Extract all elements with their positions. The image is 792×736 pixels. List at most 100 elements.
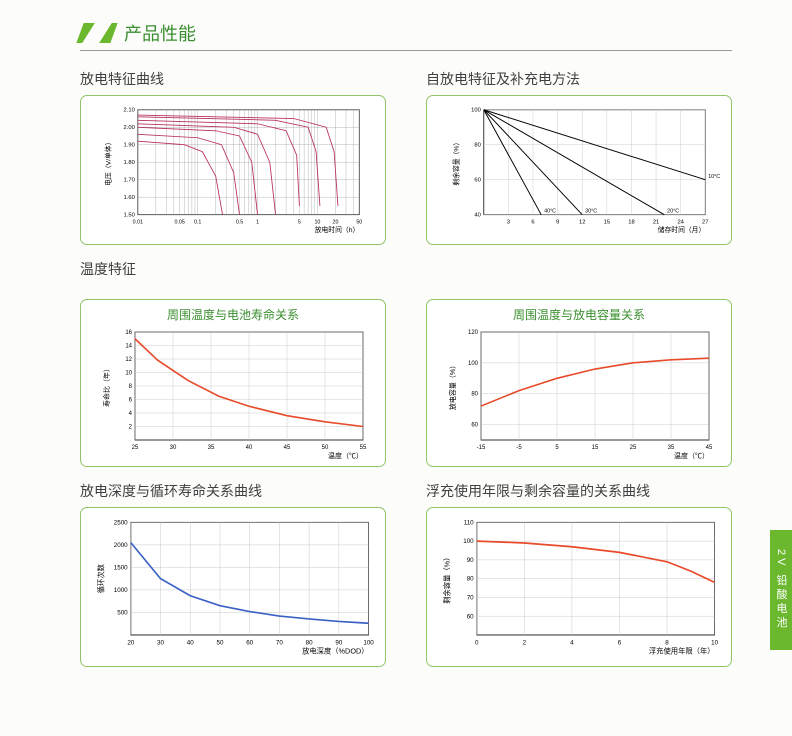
svg-text:1000: 1000 <box>114 587 128 594</box>
svg-text:4: 4 <box>570 639 574 646</box>
header-flag-icon <box>76 23 117 43</box>
svg-text:80: 80 <box>306 639 313 646</box>
svg-text:45: 45 <box>706 445 713 451</box>
svg-text:2.10: 2.10 <box>124 108 135 114</box>
svg-text:60: 60 <box>474 178 480 184</box>
svg-text:储存时间（月）: 储存时间（月） <box>658 225 706 234</box>
svg-text:放电容量（%）: 放电容量（%） <box>448 362 457 410</box>
svg-text:1.50: 1.50 <box>124 213 135 219</box>
svg-text:70: 70 <box>276 639 283 646</box>
svg-text:35: 35 <box>208 445 215 451</box>
svg-text:6: 6 <box>618 639 622 646</box>
svg-text:30°C: 30°C <box>585 209 597 215</box>
svg-text:6: 6 <box>129 398 133 404</box>
svg-text:90: 90 <box>467 557 474 564</box>
svg-text:温度（℃）: 温度（℃） <box>328 451 363 460</box>
svg-text:1.60: 1.60 <box>124 195 135 201</box>
svg-text:80: 80 <box>471 392 478 398</box>
svg-text:5: 5 <box>298 219 301 225</box>
page-title: 产品性能 <box>124 20 196 46</box>
svg-text:60: 60 <box>467 613 474 620</box>
svg-text:10°C: 10°C <box>708 174 720 180</box>
svg-text:2: 2 <box>129 425 133 431</box>
svg-text:15: 15 <box>592 445 599 451</box>
svg-text:10: 10 <box>314 219 320 225</box>
svg-text:100: 100 <box>471 108 481 114</box>
chart1-svg: 0.010.050.10.5151020501.501.601.701.801.… <box>87 102 379 238</box>
svg-text:2000: 2000 <box>114 542 128 549</box>
svg-text:45: 45 <box>284 445 291 451</box>
svg-text:500: 500 <box>117 610 128 617</box>
svg-text:90: 90 <box>335 639 342 646</box>
chart2-title: 自放电特征及补充电方法 <box>426 69 732 89</box>
chart6-title: 浮充使用年限与剩余容量的关系曲线 <box>426 481 732 501</box>
chart2-box: 369121518212427406080100储存时间（月）剩余容量（%）40… <box>426 95 732 245</box>
svg-text:12: 12 <box>579 219 585 225</box>
svg-text:1.70: 1.70 <box>124 178 135 184</box>
svg-text:100: 100 <box>468 361 479 367</box>
svg-text:18: 18 <box>628 219 634 225</box>
chart-grid: 放电特征曲线 0.010.050.10.5151020501.501.601.7… <box>80 69 732 667</box>
chart5-title: 放电深度与循环寿命关系曲线 <box>80 481 386 501</box>
svg-text:5: 5 <box>555 445 559 451</box>
svg-text:80: 80 <box>467 576 474 583</box>
block-float-life: 浮充使用年限与剩余容量的关系曲线 024681060708090100110浮充… <box>426 481 732 667</box>
svg-text:25: 25 <box>630 445 637 451</box>
svg-text:8: 8 <box>665 639 669 646</box>
svg-text:14: 14 <box>125 344 132 350</box>
block-self-discharge: 自放电特征及补充电方法 369121518212427406080100储存时间… <box>426 69 732 245</box>
svg-text:12: 12 <box>125 357 132 363</box>
svg-text:80: 80 <box>474 143 480 149</box>
svg-text:3: 3 <box>507 219 510 225</box>
svg-text:1.90: 1.90 <box>124 143 135 149</box>
svg-text:70: 70 <box>467 595 474 602</box>
svg-text:50: 50 <box>322 445 329 451</box>
svg-text:浮充使用年限（年）: 浮充使用年限（年） <box>649 647 715 656</box>
svg-text:110: 110 <box>464 519 474 526</box>
svg-text:0.05: 0.05 <box>174 219 184 225</box>
svg-text:1: 1 <box>256 219 259 225</box>
chart2-svg: 369121518212427406080100储存时间（月）剩余容量（%）40… <box>433 102 725 238</box>
svg-text:100: 100 <box>363 639 374 646</box>
svg-text:剩余容量（%）: 剩余容量（%） <box>443 554 452 604</box>
svg-text:30: 30 <box>157 639 164 646</box>
svg-text:100: 100 <box>463 538 474 545</box>
svg-text:16: 16 <box>125 330 132 336</box>
svg-text:20: 20 <box>332 219 338 225</box>
svg-text:27: 27 <box>702 219 708 225</box>
svg-text:40: 40 <box>187 639 194 646</box>
chart5-svg: 20304050607080901005001000150020002500放电… <box>87 514 379 660</box>
block-temp-capacity: 周围温度与放电容量关系 -15-55152535456080100120温度（℃… <box>426 299 732 467</box>
chart1-title: 放电特征曲线 <box>80 69 386 89</box>
svg-text:10: 10 <box>711 639 718 646</box>
svg-text:21: 21 <box>653 219 659 225</box>
chart5-box: 20304050607080901005001000150020002500放电… <box>80 507 386 667</box>
svg-text:剩余容量（%）: 剩余容量（%） <box>452 139 461 186</box>
svg-text:40: 40 <box>246 445 253 451</box>
svg-text:-15: -15 <box>477 445 486 451</box>
chart6-box: 024681060708090100110浮充使用年限（年）剩余容量（%） <box>426 507 732 667</box>
svg-text:60: 60 <box>246 639 253 646</box>
chart3-sub: 周围温度与电池寿命关系 <box>87 306 379 320</box>
svg-text:50: 50 <box>216 639 223 646</box>
section3-title: 温度特征 <box>80 259 732 279</box>
chart3-box: 周围温度与电池寿命关系 25303540455055246810121416温度… <box>80 299 386 467</box>
svg-text:25: 25 <box>132 445 139 451</box>
block-temp-life: 周围温度与电池寿命关系 25303540455055246810121416温度… <box>80 299 386 467</box>
svg-text:40°C: 40°C <box>544 209 556 215</box>
svg-text:循环次数: 循环次数 <box>97 563 106 593</box>
chart4-sub: 周围温度与放电容量关系 <box>433 306 725 320</box>
svg-text:放电深度（%DOD）: 放电深度（%DOD） <box>302 647 368 656</box>
svg-text:35: 35 <box>668 445 675 451</box>
chart4-box: 周围温度与放电容量关系 -15-55152535456080100120温度（℃… <box>426 299 732 467</box>
side-tab: 2V 铅酸电池 <box>770 530 792 650</box>
chart4-svg: -15-55152535456080100120温度（℃）放电容量（%） <box>433 324 725 464</box>
svg-text:15: 15 <box>604 219 610 225</box>
svg-text:20: 20 <box>127 639 134 646</box>
svg-text:寿命比（年）: 寿命比（年） <box>102 365 111 407</box>
section-header: 产品性能 <box>80 20 732 51</box>
svg-text:4: 4 <box>129 411 133 417</box>
chart1-box: 0.010.050.10.5151020501.501.601.701.801.… <box>80 95 386 245</box>
svg-text:24: 24 <box>677 219 684 225</box>
svg-text:6: 6 <box>531 219 534 225</box>
